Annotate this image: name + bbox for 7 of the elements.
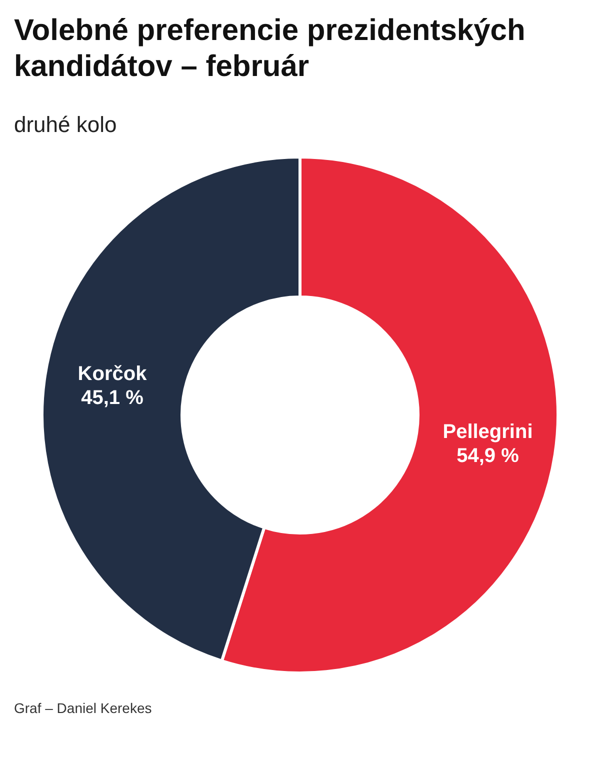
chart-subtitle: druhé kolo	[14, 112, 117, 137]
text: Graf – Daniel Kerekes	[14, 700, 152, 716]
data-label: 54,9 %	[456, 445, 520, 468]
slice-label: Korčok	[78, 362, 148, 385]
slice-label: Pellegrini	[442, 421, 533, 444]
data-label: 45,1 %	[81, 386, 144, 409]
chart-title: Volebné preferencie prezidentských kandidátov – február	[14, 14, 526, 83]
